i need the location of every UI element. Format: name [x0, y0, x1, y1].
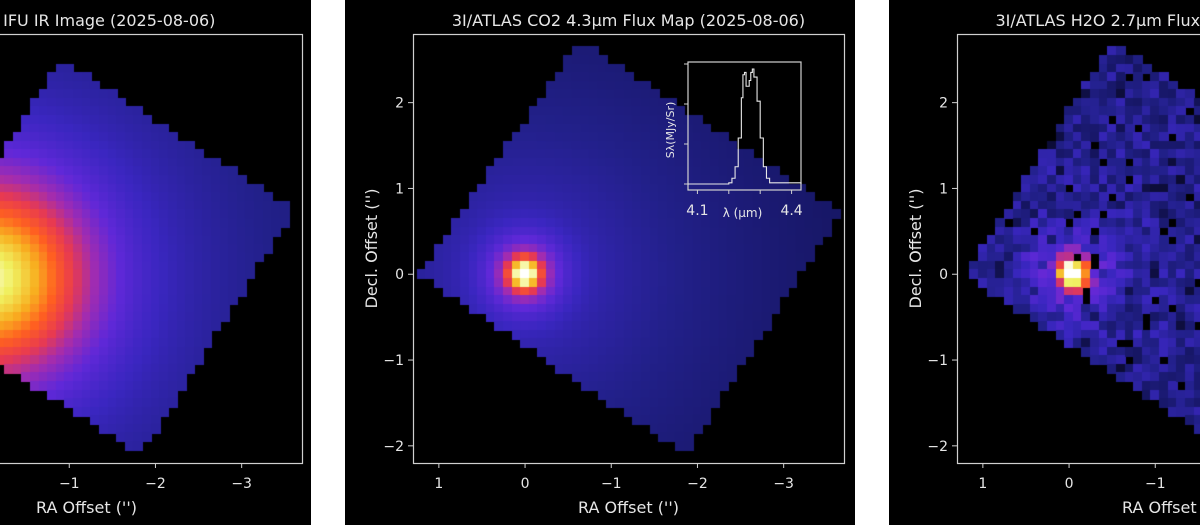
y-axis-label: Decl. Offset ('')	[362, 188, 381, 308]
heatmap-image	[0, 0, 311, 525]
x-tick-label: −1	[1145, 476, 1166, 492]
y-tick-label: −2	[927, 439, 948, 455]
axes-overlay: JWST IFU IR Image (2025-08-06) −1 −2 −3 RA O…	[0, 11, 304, 517]
chart-title: 3I/ATLAS H2O 2.7µm Flux Map (2025-08-06)	[995, 11, 1200, 30]
axes-frame	[956, 33, 1200, 465]
inset-x-axis-label: λ (µm)	[723, 206, 763, 220]
x-tick-label: −2	[687, 476, 708, 492]
y-tick-label: −1	[383, 353, 404, 369]
x-axis-label: RA Offset ('')	[36, 498, 137, 517]
y-tick-label: 0	[395, 267, 404, 283]
x-tick-label: 1	[978, 476, 987, 492]
inset-x-tick-label: 4.4	[780, 203, 802, 219]
x-axis-label: RA Offset ('')	[1122, 498, 1200, 517]
chart-title: JWST IFU IR Image (2025-08-06)	[0, 11, 215, 30]
x-tick-label: −1	[59, 476, 80, 492]
y-tick-label: 1	[939, 181, 948, 197]
y-axis-label: Decl. Offset ('')	[906, 188, 925, 308]
inset-y-axis-label: Sλ(MJy/Sr)	[664, 102, 677, 159]
inset-frame	[687, 61, 802, 191]
panel-h2o-flux-map: 3I/ATLAS H2O 2.7µm Flux Map (2025-08-06)…	[889, 0, 1200, 525]
x-tick-label: 0	[1065, 476, 1074, 492]
y-tick-label: 0	[939, 267, 948, 283]
y-tick-label: −2	[383, 439, 404, 455]
x-tick-label: −1	[601, 476, 622, 492]
panel-jwst-ifu-ir-image: JWST IFU IR Image (2025-08-06) −1 −2 −3 RA O…	[0, 0, 311, 525]
heatmap-image	[889, 0, 1200, 525]
axes-frame	[0, 33, 304, 465]
panel-co2-flux-map: 3I/ATLAS CO2 4.3µm Flux Map (2025-08-06)…	[345, 0, 855, 525]
x-tick-label: 1	[434, 476, 443, 492]
x-tick-label: 0	[521, 476, 530, 492]
inset-spectrum-line	[688, 68, 802, 185]
x-tick-label: −3	[773, 476, 794, 492]
axes-frame	[412, 33, 846, 465]
inset-x-tick-label: 4.1	[686, 203, 708, 219]
y-tick-label: −1	[927, 353, 948, 369]
axes-overlay: 3I/ATLAS H2O 2.7µm Flux Map (2025-08-06)…	[906, 11, 1200, 517]
chart-title: 3I/ATLAS CO2 4.3µm Flux Map (2025-08-06)	[452, 11, 805, 30]
y-tick-label: 2	[939, 96, 948, 112]
heatmap-image	[345, 0, 855, 525]
axes-overlay: 3I/ATLAS CO2 4.3µm Flux Map (2025-08-06)…	[362, 11, 846, 517]
x-tick-label: −2	[145, 476, 166, 492]
x-tick-label: −3	[231, 476, 252, 492]
x-axis-label: RA Offset ('')	[578, 498, 679, 517]
y-tick-label: 2	[395, 96, 404, 112]
y-tick-label: 1	[395, 181, 404, 197]
